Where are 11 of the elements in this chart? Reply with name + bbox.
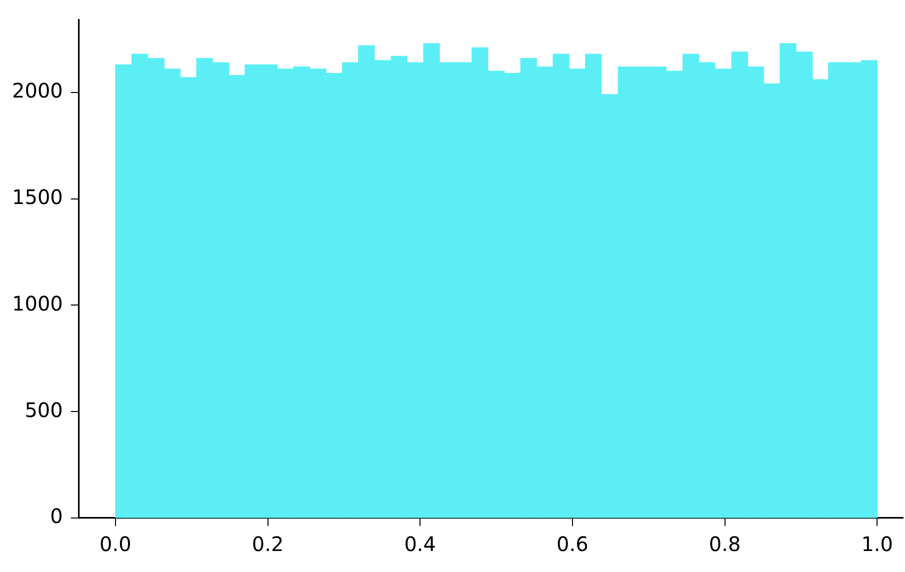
x-tick-label: 1.0 (861, 532, 894, 556)
y-tick-label: 2000 (12, 78, 63, 103)
x-tick-label: 0.6 (556, 532, 588, 556)
y-tick-label: 500 (24, 398, 63, 422)
x-tick-label: 0.8 (708, 532, 741, 556)
y-tick-label: 1500 (12, 184, 63, 209)
y-tick-label: 0 (50, 504, 63, 528)
x-tick-label: 0.4 (404, 532, 436, 556)
x-tick-label: 0.0 (100, 532, 132, 556)
x-tick-label: 0.2 (252, 532, 284, 556)
y-tick-label: 1000 (12, 291, 63, 316)
